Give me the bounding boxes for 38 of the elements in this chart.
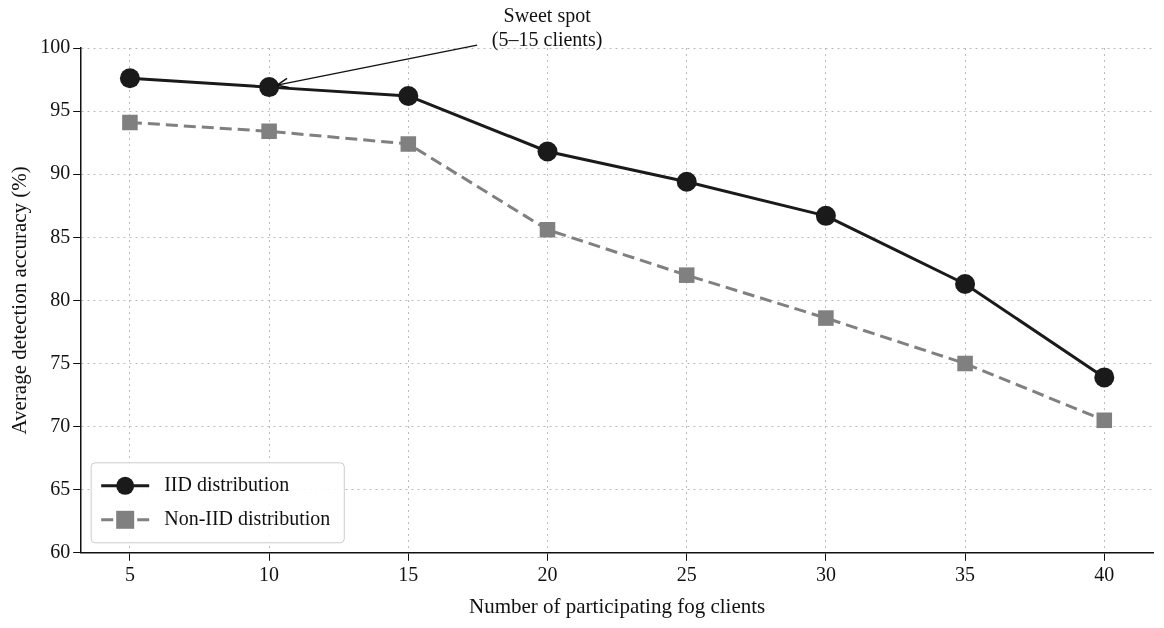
x-tick-label: 40 xyxy=(1094,563,1115,586)
x-axis-title: Number of participating fog clients xyxy=(468,593,766,618)
y-tick-label: 100 xyxy=(40,35,71,58)
point xyxy=(957,355,973,372)
y-tick-label: 75 xyxy=(50,350,71,373)
point xyxy=(122,114,138,131)
legend-label: Non-IID distribution xyxy=(164,507,331,530)
x-tick-label: 10 xyxy=(259,563,280,586)
y-tick-label: 80 xyxy=(50,287,71,310)
point xyxy=(539,221,556,238)
point xyxy=(955,273,976,294)
y-tick-label: 70 xyxy=(50,413,71,436)
point xyxy=(818,310,834,326)
point xyxy=(676,171,697,192)
x-tick-label: 30 xyxy=(815,563,836,586)
x-tick-label: 15 xyxy=(398,563,419,586)
y-tick-label: 85 xyxy=(50,224,71,247)
point xyxy=(815,205,836,226)
point xyxy=(537,141,558,162)
point xyxy=(678,267,695,283)
point xyxy=(400,136,417,152)
point xyxy=(398,85,419,106)
point xyxy=(1094,367,1115,388)
y-tick-label: 90 xyxy=(50,161,71,184)
y-tick-label: 60 xyxy=(50,540,71,563)
x-tick-label: 5 xyxy=(124,563,135,586)
x-tick-label: 20 xyxy=(537,563,558,586)
point xyxy=(261,123,277,140)
legend-label: IID distribution xyxy=(164,473,290,496)
x-tick-label: 25 xyxy=(676,563,697,586)
point xyxy=(119,68,140,89)
point xyxy=(1096,412,1113,429)
x-tick-label: 35 xyxy=(955,563,976,586)
y-tick-label: 95 xyxy=(50,98,71,121)
annotation: Sweet spot (5–15 clients) xyxy=(491,4,603,52)
y-tick-label: 65 xyxy=(50,476,71,499)
point xyxy=(259,77,280,98)
y-axis-title: Average detection accuracy (%) xyxy=(7,166,32,435)
